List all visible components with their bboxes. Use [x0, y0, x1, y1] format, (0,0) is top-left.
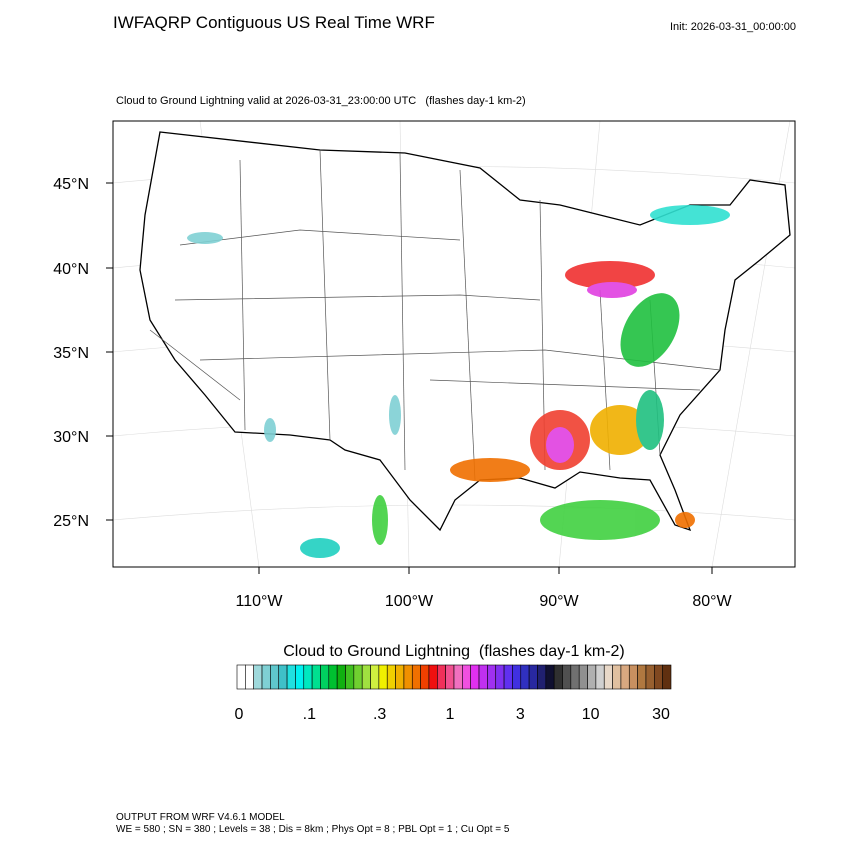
colorbar-label: 30: [652, 706, 670, 723]
color-swatch: [487, 664, 497, 690]
colorbar-label: 3: [516, 706, 525, 723]
color-swatch: [345, 664, 355, 690]
footer-line: OUTPUT FROM WRF V4.6.1 MODEL: [116, 812, 285, 823]
color-swatch: [437, 664, 446, 690]
color-swatch: [603, 664, 613, 690]
colorbar-label: 10: [582, 706, 600, 723]
color-swatch: [236, 664, 246, 690]
color-swatch: [462, 664, 471, 690]
color-swatch: [303, 664, 313, 690]
color-swatch: [370, 664, 380, 690]
color-swatch: [545, 664, 555, 690]
lat-label: 45°N: [53, 176, 89, 193]
color-swatch: [245, 664, 254, 690]
color-swatch: [562, 664, 572, 690]
colorbar-label: .1: [303, 706, 316, 723]
color-swatch: [478, 664, 488, 690]
color-swatch: [645, 664, 655, 690]
color-swatch: [445, 664, 455, 690]
color-swatch: [270, 664, 280, 690]
color-swatch: [278, 664, 288, 690]
color-swatch: [361, 664, 371, 690]
color-swatch: [428, 664, 438, 690]
latitude-labels: 45°N 40°N 35°N 30°N 25°N: [53, 176, 113, 530]
colorbar-label: .3: [373, 706, 386, 723]
color-swatch: [328, 664, 338, 690]
color-swatch: [595, 664, 605, 690]
color-swatch: [261, 664, 271, 690]
color-swatch: [578, 664, 588, 690]
color-swatch: [612, 664, 622, 690]
lon-label: 80°W: [692, 593, 732, 610]
color-swatch: [353, 664, 363, 690]
color-swatch: [295, 664, 305, 690]
color-swatch: [311, 664, 321, 690]
color-swatch: [453, 664, 463, 690]
map: [112, 120, 796, 568]
color-swatch: [320, 664, 330, 690]
color-swatch: [286, 664, 296, 690]
color-swatch: [495, 664, 505, 690]
color-swatch: [395, 664, 405, 690]
color-swatch: [637, 664, 647, 690]
lat-label: 40°N: [53, 261, 89, 278]
colorbar-title: Cloud to Ground Lightning (flashes day-1…: [283, 643, 625, 660]
lat-label: 25°N: [53, 513, 89, 530]
color-swatch: [620, 664, 630, 690]
lon-label: 100°W: [385, 593, 434, 610]
longitude-labels: 110°W 100°W 90°W 80°W: [235, 567, 733, 610]
color-swatch: [654, 664, 663, 690]
color-swatch: [403, 664, 413, 690]
color-swatch: [512, 664, 522, 690]
colorbar-label: 1: [446, 706, 455, 723]
color-swatch: [520, 664, 530, 690]
color-swatch: [537, 664, 547, 690]
color-swatch: [253, 664, 263, 690]
color-swatch: [386, 664, 396, 690]
color-swatch: [411, 664, 421, 690]
map-subtitle: Cloud to Ground Lightning valid at 2026-…: [116, 95, 526, 107]
color-swatch: [336, 664, 346, 690]
lon-label: 90°W: [539, 593, 579, 610]
color-swatch: [570, 664, 580, 690]
colorbar: 0 .1 .3 1 3 10 30: [235, 664, 672, 723]
color-swatch: [528, 664, 538, 690]
title: IWFAQRP Contiguous US Real Time WRF: [113, 13, 435, 32]
color-swatch: [628, 664, 638, 690]
color-swatch: [662, 664, 672, 690]
colorbar-label: 0: [235, 706, 244, 723]
color-swatch: [470, 664, 480, 690]
color-swatch: [420, 664, 430, 690]
lon-label: 110°W: [235, 593, 283, 610]
color-swatch: [503, 664, 513, 690]
init-time: Init: 2026-03-31_00:00:00: [670, 21, 796, 33]
footer-line: WE = 580 ; SN = 380 ; Levels = 38 ; Dis …: [116, 824, 510, 835]
lat-label: 35°N: [53, 345, 89, 362]
color-swatch: [553, 664, 563, 690]
color-swatch: [587, 664, 597, 690]
color-swatch: [378, 664, 388, 690]
lat-label: 30°N: [53, 429, 89, 446]
